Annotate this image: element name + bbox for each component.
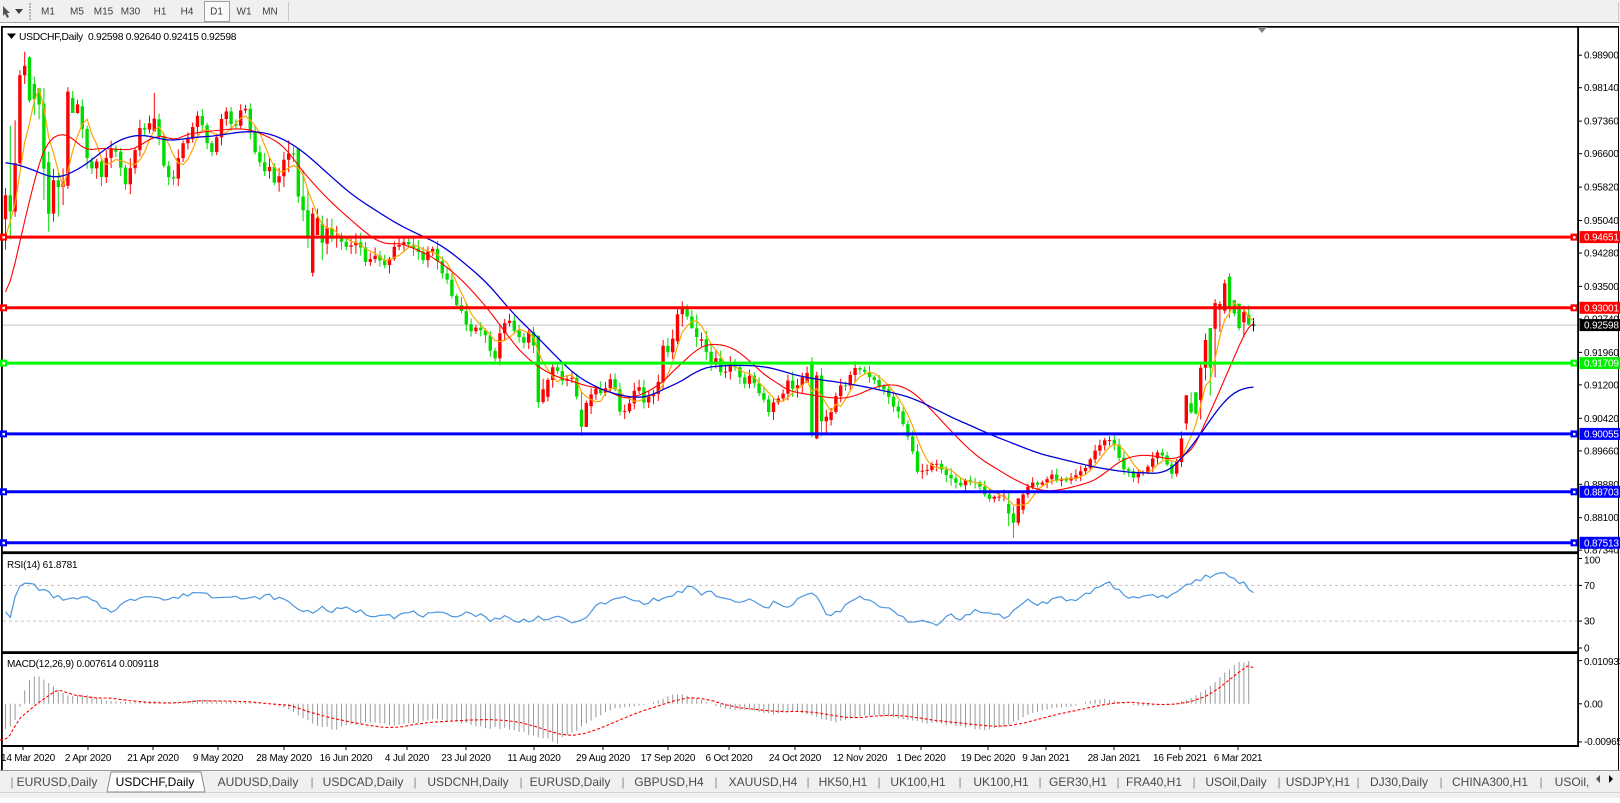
svg-text:|: | <box>958 775 961 789</box>
svg-text:M1: M1 <box>41 7 55 18</box>
svg-text:EURUSD,Daily: EURUSD,Daily <box>530 775 611 789</box>
svg-text:0.96600: 0.96600 <box>1584 149 1619 160</box>
svg-text:RSI(14) 61.8781: RSI(14) 61.8781 <box>7 560 78 571</box>
svg-text:USDCHF,Daily: USDCHF,Daily <box>116 775 195 789</box>
svg-text:0.87513: 0.87513 <box>1584 538 1619 549</box>
svg-text:2 Apr 2020: 2 Apr 2020 <box>65 753 112 764</box>
svg-text:|: | <box>1356 775 1359 789</box>
svg-text:0.93500: 0.93500 <box>1584 282 1619 293</box>
svg-text:|: | <box>519 775 522 789</box>
svg-text:|: | <box>1277 775 1280 789</box>
svg-text:GBPUSD,H4: GBPUSD,H4 <box>634 775 704 789</box>
svg-text:UK100,H1: UK100,H1 <box>973 775 1029 789</box>
svg-text:0.88703: 0.88703 <box>1584 487 1619 498</box>
svg-text:|: | <box>714 775 717 789</box>
svg-text:9 May 2020: 9 May 2020 <box>193 753 244 764</box>
svg-text:0.90055: 0.90055 <box>1584 429 1619 440</box>
svg-text:M5: M5 <box>70 7 84 18</box>
svg-text:AUDUSD,Daily: AUDUSD,Daily <box>218 775 299 789</box>
svg-text:XAUUSD,H4: XAUUSD,H4 <box>729 775 798 789</box>
svg-text:0.90420: 0.90420 <box>1584 414 1619 425</box>
svg-text:0.92598: 0.92598 <box>1584 321 1619 332</box>
svg-text:16 Feb 2021: 16 Feb 2021 <box>1153 753 1208 764</box>
svg-text:14 Mar 2020: 14 Mar 2020 <box>1 753 56 764</box>
svg-text:11 Aug 2020: 11 Aug 2020 <box>507 753 561 764</box>
svg-text:28 Jan 2021: 28 Jan 2021 <box>1088 753 1141 764</box>
svg-text:M30: M30 <box>121 7 141 18</box>
svg-text:|: | <box>1116 775 1119 789</box>
svg-text:UK100,H1: UK100,H1 <box>890 775 946 789</box>
svg-text:GER30,H1: GER30,H1 <box>1049 775 1107 789</box>
svg-text:M15: M15 <box>94 7 114 18</box>
svg-text:|: | <box>310 775 313 789</box>
svg-text:USDCAD,Daily: USDCAD,Daily <box>323 775 404 789</box>
svg-text:D1: D1 <box>210 7 223 18</box>
svg-text:100: 100 <box>1584 556 1601 567</box>
svg-text:0.91200: 0.91200 <box>1584 380 1619 391</box>
svg-text:H1: H1 <box>154 7 167 18</box>
svg-text:0.97360: 0.97360 <box>1584 117 1619 128</box>
svg-text:6 Mar 2021: 6 Mar 2021 <box>1214 753 1263 764</box>
svg-text:|: | <box>621 775 624 789</box>
svg-text:|: | <box>1038 775 1041 789</box>
svg-text:0: 0 <box>1584 644 1590 655</box>
svg-text:|: | <box>877 775 880 789</box>
svg-text:29 Aug 2020: 29 Aug 2020 <box>576 753 631 764</box>
svg-text:21 Apr 2020: 21 Apr 2020 <box>127 753 179 764</box>
svg-text:USDCNH,Daily: USDCNH,Daily <box>427 775 508 789</box>
svg-text:0.91709: 0.91709 <box>1584 359 1619 370</box>
svg-text:W1: W1 <box>237 7 252 18</box>
svg-text:|: | <box>413 775 416 789</box>
svg-text:0.93001: 0.93001 <box>1584 303 1619 314</box>
svg-text:H4: H4 <box>181 7 194 18</box>
svg-text:0.88100: 0.88100 <box>1584 513 1619 524</box>
svg-text:19 Dec 2020: 19 Dec 2020 <box>961 753 1016 764</box>
svg-text:24 Oct 2020: 24 Oct 2020 <box>769 753 822 764</box>
svg-text:0.98140: 0.98140 <box>1584 83 1619 94</box>
svg-text:HK50,H1: HK50,H1 <box>819 775 868 789</box>
svg-text:0.94280: 0.94280 <box>1584 249 1619 260</box>
svg-text:9 Jan 2021: 9 Jan 2021 <box>1022 753 1070 764</box>
svg-text:DJ30,Daily: DJ30,Daily <box>1370 775 1428 789</box>
svg-text:USOil,: USOil, <box>1555 775 1590 789</box>
svg-text:|: | <box>1539 775 1542 789</box>
svg-text:4 Jul 2020: 4 Jul 2020 <box>385 753 430 764</box>
svg-text:CHINA300,H1: CHINA300,H1 <box>1452 775 1528 789</box>
svg-text:USDJPY,H1: USDJPY,H1 <box>1286 775 1351 789</box>
svg-text:|: | <box>10 775 13 789</box>
svg-text:0.00: 0.00 <box>1584 699 1603 710</box>
svg-text:16 Jun 2020: 16 Jun 2020 <box>320 753 373 764</box>
svg-text:FRA40,H1: FRA40,H1 <box>1126 775 1182 789</box>
svg-text:17 Sep 2020: 17 Sep 2020 <box>641 753 696 764</box>
svg-text:|: | <box>1192 775 1195 789</box>
svg-text:0.95040: 0.95040 <box>1584 216 1619 227</box>
svg-text:-0.009653: -0.009653 <box>1584 737 1620 748</box>
svg-text:70: 70 <box>1584 581 1595 592</box>
svg-text:0.95820: 0.95820 <box>1584 183 1619 194</box>
svg-text:30: 30 <box>1584 617 1595 628</box>
svg-text:MACD(12,26,9) 0.007614 0.00911: MACD(12,26,9) 0.007614 0.009118 <box>7 659 159 670</box>
svg-text:12 Nov 2020: 12 Nov 2020 <box>833 753 888 764</box>
svg-text:MN: MN <box>262 7 278 18</box>
svg-text:0.94651: 0.94651 <box>1584 233 1619 244</box>
svg-text:0.010933: 0.010933 <box>1584 657 1620 668</box>
svg-text:|: | <box>806 775 809 789</box>
svg-text:0.89660: 0.89660 <box>1584 446 1619 457</box>
svg-text:0.98900: 0.98900 <box>1584 51 1619 62</box>
svg-text:6 Oct 2020: 6 Oct 2020 <box>706 753 754 764</box>
svg-text:|: | <box>1439 775 1442 789</box>
svg-text:28 May 2020: 28 May 2020 <box>256 753 312 764</box>
svg-text:1 Dec 2020: 1 Dec 2020 <box>896 753 946 764</box>
svg-text:23 Jul 2020: 23 Jul 2020 <box>441 753 491 764</box>
svg-text:EURUSD,Daily: EURUSD,Daily <box>17 775 98 789</box>
svg-text:USDCHF,Daily 0.92598 0.92640: USDCHF,Daily 0.92598 0.92640 0.92415 0.9… <box>19 32 237 43</box>
svg-text:USOil,Daily: USOil,Daily <box>1205 775 1266 789</box>
